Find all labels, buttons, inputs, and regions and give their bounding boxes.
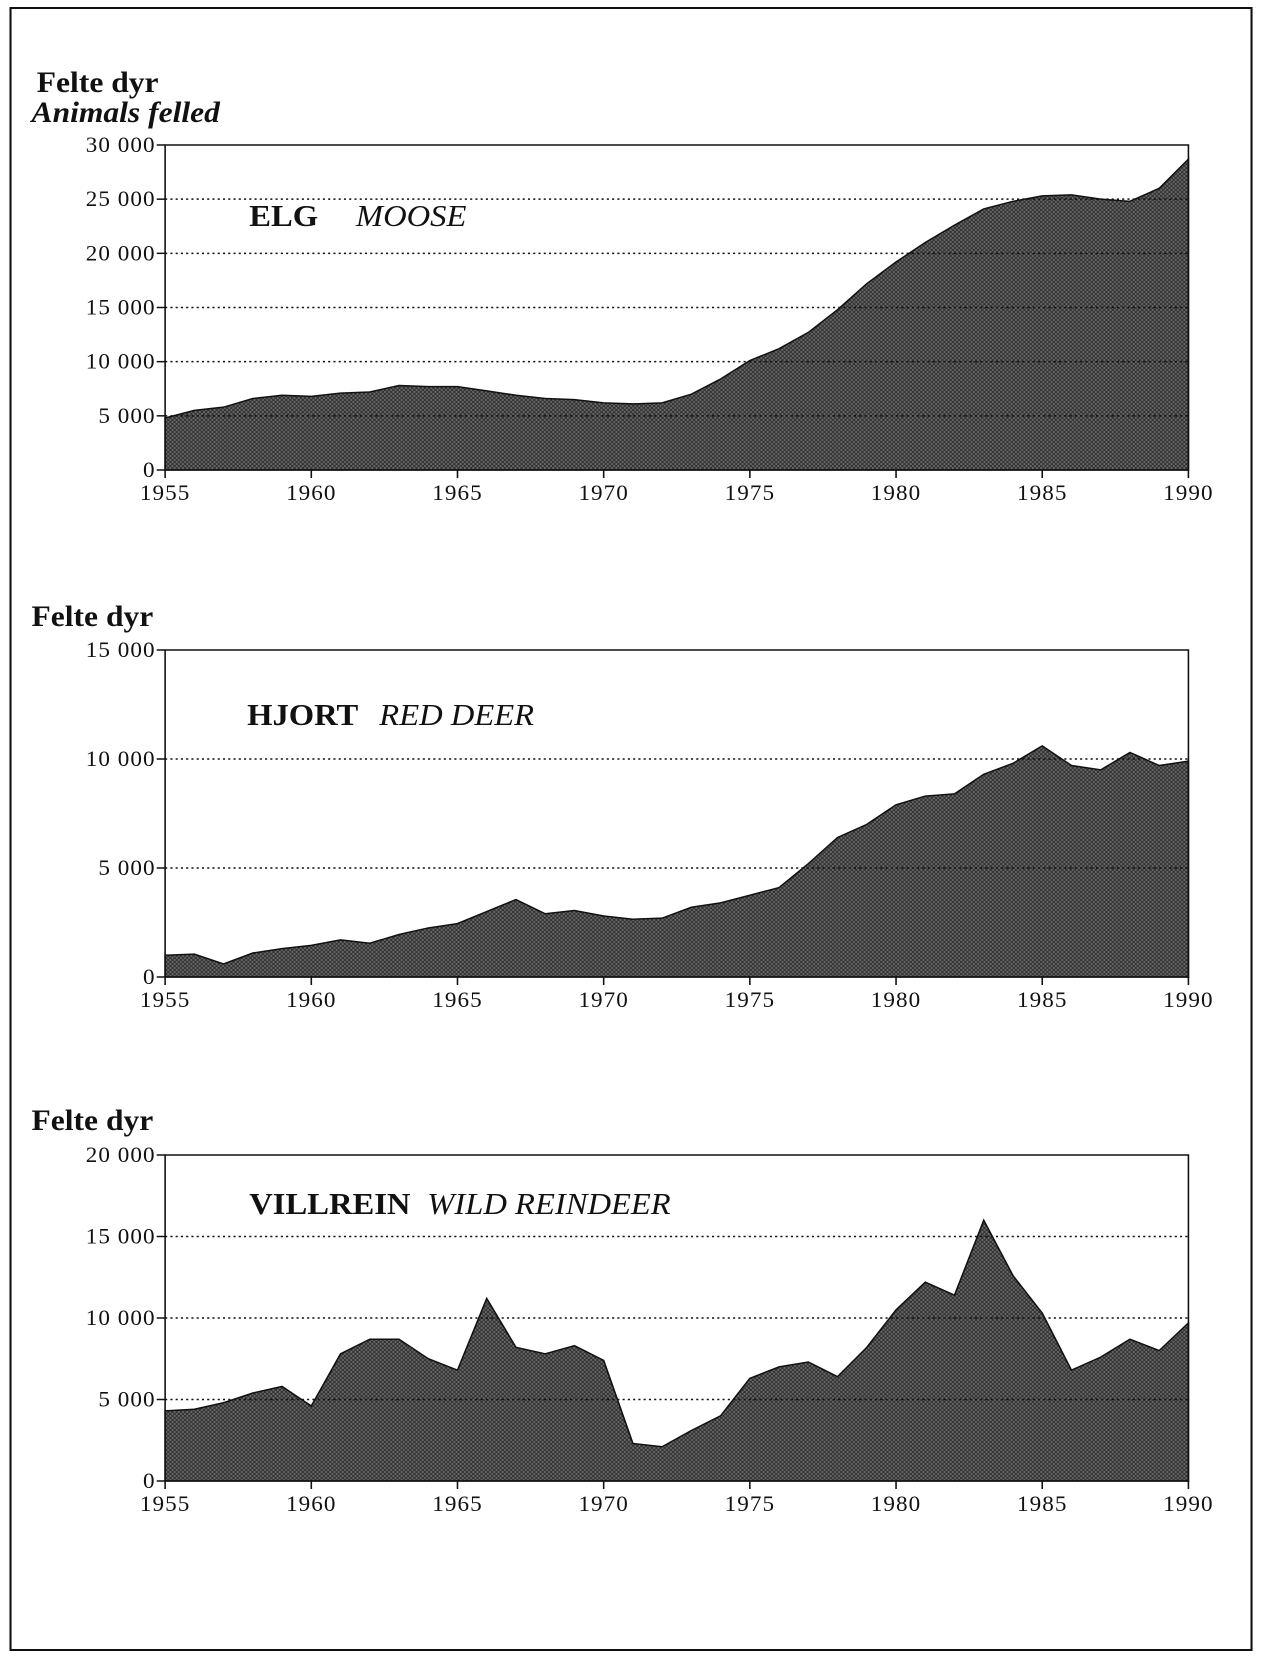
y-axis-label: Felte dyr <box>32 1104 154 1137</box>
plot-frame <box>164 649 1190 978</box>
x-tick-label: 1960 <box>286 481 336 505</box>
x-tick-label: 1955 <box>140 1492 190 1516</box>
x-tick-label: 1975 <box>725 481 775 505</box>
x-tick-label: 1985 <box>1017 988 1067 1012</box>
x-tick-label: 1985 <box>1017 1492 1067 1516</box>
label-no: HJORT <box>247 698 358 732</box>
x-tick-label: 1980 <box>871 1492 921 1516</box>
y-tick-label: 15 000 <box>86 638 156 662</box>
label-no: VILLREIN <box>249 1187 410 1221</box>
area <box>164 1218 1190 1482</box>
y-tick-label: 20 000 <box>86 1143 156 1167</box>
y-tick-label: 30 000 <box>86 133 156 157</box>
label-en: RED DEER <box>378 698 534 732</box>
y-tick-label: 0 <box>143 458 156 482</box>
x-tick-label: 1980 <box>871 988 921 1012</box>
y-tick-label: 10 000 <box>86 1306 156 1330</box>
y-axis-label: Felte dyr <box>32 600 154 633</box>
x-tick-label: 1975 <box>725 988 775 1012</box>
x-tick-label: 1990 <box>1163 481 1213 505</box>
x-tick-label: 1970 <box>578 988 628 1012</box>
y-tick-label: 20 000 <box>86 241 156 265</box>
y-tick-label: 0 <box>143 965 156 989</box>
x-tick-label: 1990 <box>1163 1492 1213 1516</box>
x-tick-label: 1970 <box>578 481 628 505</box>
chart-panel: 0 5 000 10 000 15 000 20 000 1955 1960 1965 1970… <box>32 1104 1213 1516</box>
frame <box>9 7 1253 1651</box>
y-tick-label: 0 <box>143 1469 156 1493</box>
y-tick-label: 5 000 <box>98 856 155 880</box>
y-tick-label: 25 000 <box>86 187 156 211</box>
y-tick-label: 10 000 <box>86 747 156 771</box>
chart-label: HJORT RED DEER <box>247 698 534 732</box>
x-tick-label: 1960 <box>286 988 336 1012</box>
x-tick-label: 1965 <box>432 1492 482 1516</box>
y-tick-label: 15 000 <box>86 295 156 319</box>
x-tick-label: 1975 <box>725 1492 775 1516</box>
area <box>164 157 1190 471</box>
label-en: MOOSE <box>355 199 466 233</box>
y-axis-label: Animals felled <box>30 96 221 129</box>
x-tick-label: 1990 <box>1163 988 1213 1012</box>
y-tick-label: 10 000 <box>86 349 156 373</box>
x-tick-label: 1965 <box>432 988 482 1012</box>
x-tick-label: 1980 <box>871 481 921 505</box>
y-tick-label: 5 000 <box>98 1387 155 1411</box>
label-en: WILD REINDEER <box>427 1187 670 1221</box>
chart-label: VILLREIN WILD REINDEER <box>249 1187 670 1221</box>
plot-frame <box>164 144 1190 471</box>
x-tick-label: 1955 <box>140 481 190 505</box>
x-tick-label: 1955 <box>140 988 190 1012</box>
x-tick-label: 1985 <box>1017 481 1067 505</box>
chart-panel: 0 5 000 10 000 15 000 20 000 25 000 30 000 1955… <box>30 66 1213 505</box>
x-tick-label: 1970 <box>578 1492 628 1516</box>
area <box>164 745 1190 978</box>
y-tick-label: 5 000 <box>98 403 155 427</box>
chart-label: ELG MOOSE <box>249 199 466 233</box>
x-tick-label: 1960 <box>286 1492 336 1516</box>
y-tick-label: 15 000 <box>86 1224 156 1248</box>
label-no: ELG <box>249 199 318 233</box>
x-tick-label: 1965 <box>432 481 482 505</box>
plot-frame <box>164 1154 1190 1482</box>
y-axis-label: Felte dyr <box>37 66 159 99</box>
figure: 0 5 000 10 000 15 000 20 000 25 000 30 000 1955… <box>9 7 1253 1651</box>
chart-panel: 0 5 000 10 000 15 000 1955 1960 1965 1970 1975 19… <box>32 600 1213 1012</box>
